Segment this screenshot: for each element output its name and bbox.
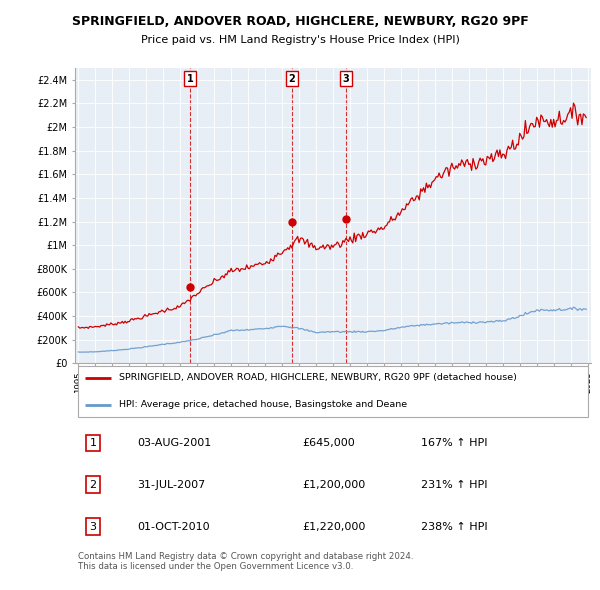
Text: 3: 3: [89, 522, 97, 532]
Text: SPRINGFIELD, ANDOVER ROAD, HIGHCLERE, NEWBURY, RG20 9PF (detached house): SPRINGFIELD, ANDOVER ROAD, HIGHCLERE, NE…: [119, 373, 517, 382]
Text: £1,200,000: £1,200,000: [302, 480, 365, 490]
Text: £1,220,000: £1,220,000: [302, 522, 365, 532]
Text: 2: 2: [289, 74, 295, 84]
Text: Price paid vs. HM Land Registry's House Price Index (HPI): Price paid vs. HM Land Registry's House …: [140, 35, 460, 45]
Text: Contains HM Land Registry data © Crown copyright and database right 2024.
This d: Contains HM Land Registry data © Crown c…: [77, 552, 413, 571]
Text: 03-AUG-2001: 03-AUG-2001: [137, 438, 211, 448]
Text: 167% ↑ HPI: 167% ↑ HPI: [421, 438, 487, 448]
Text: 231% ↑ HPI: 231% ↑ HPI: [421, 480, 487, 490]
Text: 31-JUL-2007: 31-JUL-2007: [137, 480, 205, 490]
Text: £645,000: £645,000: [302, 438, 355, 448]
Text: 01-OCT-2010: 01-OCT-2010: [137, 522, 209, 532]
FancyBboxPatch shape: [77, 366, 589, 417]
Text: 1: 1: [187, 74, 194, 84]
Text: 3: 3: [343, 74, 349, 84]
Text: 1: 1: [89, 438, 97, 448]
Text: 238% ↑ HPI: 238% ↑ HPI: [421, 522, 487, 532]
Text: HPI: Average price, detached house, Basingstoke and Deane: HPI: Average price, detached house, Basi…: [119, 401, 407, 409]
Text: SPRINGFIELD, ANDOVER ROAD, HIGHCLERE, NEWBURY, RG20 9PF: SPRINGFIELD, ANDOVER ROAD, HIGHCLERE, NE…: [71, 15, 529, 28]
Text: 2: 2: [89, 480, 97, 490]
